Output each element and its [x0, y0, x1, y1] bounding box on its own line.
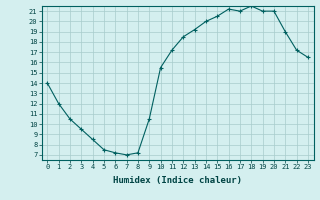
X-axis label: Humidex (Indice chaleur): Humidex (Indice chaleur) — [113, 176, 242, 185]
